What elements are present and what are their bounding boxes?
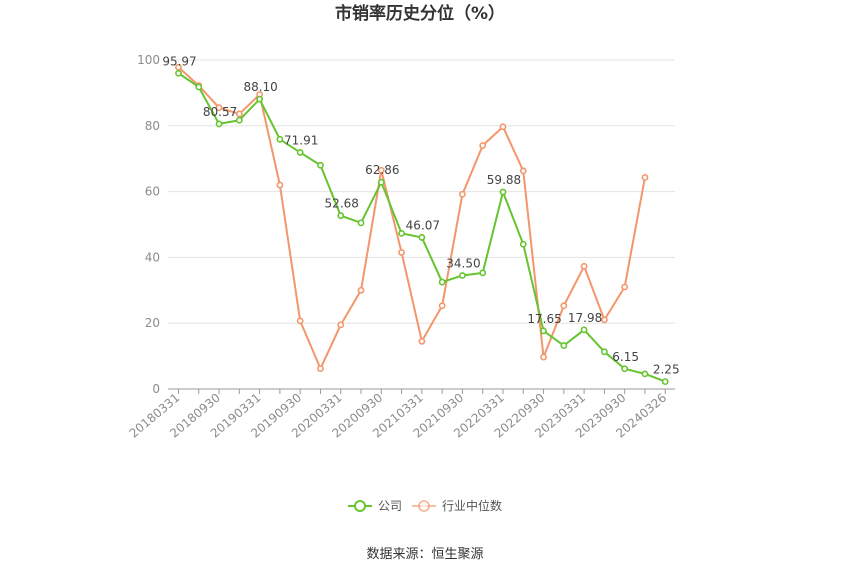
series-line-1 (177, 66, 646, 370)
data-point[interactable] (540, 353, 547, 361)
data-label: 2.25 (653, 363, 680, 377)
chart-title: 市销率历史分位（%） (335, 3, 505, 24)
data-point[interactable] (479, 142, 487, 149)
data-point[interactable] (418, 234, 426, 241)
legend: 公司 行业中位数 (348, 498, 502, 513)
data-point[interactable] (600, 316, 608, 324)
data-point[interactable] (398, 229, 405, 237)
y-tick-label: 40 (145, 250, 160, 264)
data-point[interactable] (560, 342, 568, 349)
data-label: 46.07 (406, 218, 440, 232)
data-point[interactable] (398, 249, 405, 256)
data-point[interactable] (337, 212, 345, 220)
data-source: 数据来源：恒生聚源 (366, 547, 483, 562)
series-lines (175, 63, 669, 385)
x-axis: 2018033120180930201903312019093020200331… (127, 388, 675, 441)
data-point[interactable] (175, 69, 182, 77)
y-axis: 0 20 40 60 80 100 (137, 53, 160, 396)
data-point[interactable] (215, 104, 223, 112)
data-label: 52.68 (325, 197, 359, 211)
data-point[interactable] (641, 174, 649, 181)
legend-label-company: 公司 (378, 499, 402, 513)
legend-item-company[interactable]: 公司 (348, 499, 402, 513)
legend-item-industry[interactable]: 行业中位数 (412, 498, 502, 513)
data-point[interactable] (357, 219, 365, 227)
data-label: 71.91 (284, 133, 318, 147)
data-point[interactable] (519, 240, 527, 248)
data-point[interactable] (276, 135, 284, 143)
data-point[interactable] (296, 149, 304, 156)
data-labels: 95.97 80.57 88.10 71.91 52.68 62.86 46.07 34.50… (162, 54, 679, 376)
legend-label-industry: 行业中位数 (442, 498, 502, 513)
data-point[interactable] (317, 365, 324, 373)
data-label: 62.86 (365, 163, 399, 177)
data-point[interactable] (235, 110, 243, 118)
data-point[interactable] (459, 272, 466, 279)
data-label: 6.15 (612, 350, 639, 364)
y-tick-label: 0 (152, 382, 160, 396)
data-point[interactable] (418, 337, 426, 345)
data-point[interactable] (438, 302, 446, 310)
data-point[interactable] (519, 167, 527, 175)
y-tick-label: 60 (145, 185, 160, 199)
data-point[interactable] (661, 378, 669, 385)
data-point[interactable] (377, 178, 385, 186)
data-point[interactable] (256, 95, 264, 103)
y-tick-label: 80 (145, 119, 160, 133)
data-label: 17.65 (527, 312, 561, 326)
data-point[interactable] (235, 116, 243, 124)
data-label: 59.88 (487, 173, 521, 187)
data-label: 88.10 (243, 80, 277, 94)
data-label: 95.97 (162, 54, 196, 68)
data-point[interactable] (215, 120, 223, 128)
data-point[interactable] (479, 269, 487, 277)
data-point[interactable] (641, 370, 649, 378)
data-point[interactable] (459, 190, 466, 198)
data-point[interactable] (337, 321, 345, 329)
data-label: 34.50 (446, 256, 480, 270)
data-point[interactable] (357, 286, 365, 294)
data-point[interactable] (600, 348, 608, 356)
data-point[interactable] (621, 365, 629, 373)
gridlines (168, 59, 675, 324)
data-point[interactable] (195, 83, 203, 91)
data-point[interactable] (560, 302, 568, 310)
data-point[interactable] (499, 188, 507, 196)
data-point[interactable] (175, 63, 182, 71)
data-point[interactable] (276, 181, 284, 189)
data-label: 80.57 (203, 105, 237, 119)
data-point[interactable] (499, 123, 507, 131)
data-point[interactable] (540, 327, 547, 335)
y-tick-label: 100 (137, 53, 160, 67)
data-point[interactable] (580, 262, 588, 270)
data-label: 17.98 (568, 311, 602, 325)
y-tick-label: 20 (145, 316, 160, 330)
data-point[interactable] (377, 166, 385, 174)
data-point[interactable] (580, 326, 588, 334)
data-point[interactable] (621, 283, 629, 291)
data-point[interactable] (438, 278, 446, 286)
data-point[interactable] (317, 161, 324, 169)
data-point[interactable] (296, 317, 304, 325)
